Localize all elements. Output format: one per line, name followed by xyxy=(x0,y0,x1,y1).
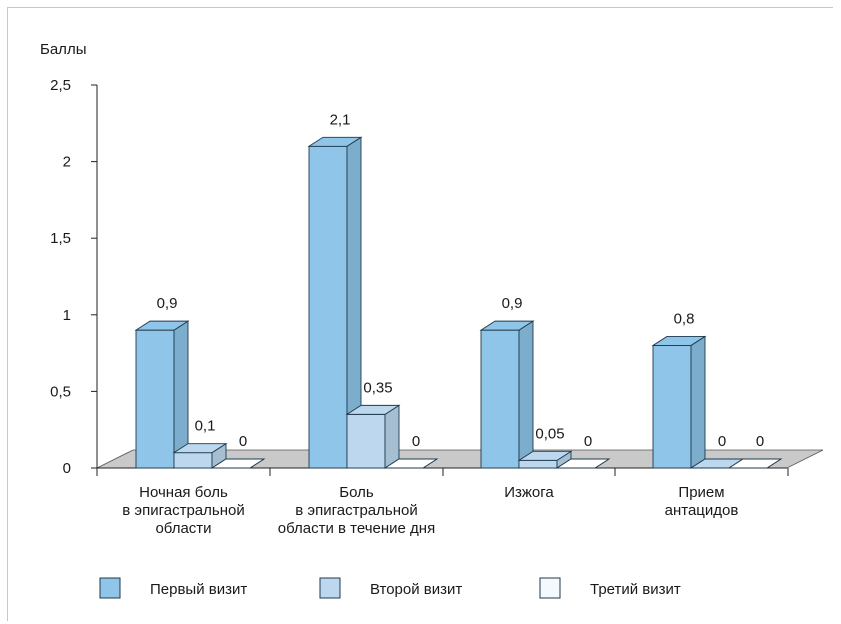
y-tick-label: 1,5 xyxy=(50,230,71,247)
x-tick-label: Боль в эпигастральной области в течение дн… xyxy=(278,484,435,537)
y-axis-label: Баллы xyxy=(40,41,86,58)
bar-front xyxy=(652,344,692,469)
x-tick-label-line: Ночная боль xyxy=(139,484,228,501)
legend-item: Третий визит xyxy=(539,577,681,599)
x-tick-label-line: Изжога xyxy=(504,484,554,501)
data-label: 0,35 xyxy=(363,379,392,396)
x-tick-label: Ночная боль в эпигастральной области xyxy=(122,484,244,537)
y-tick-label: 2 xyxy=(63,154,71,171)
bar xyxy=(383,458,439,469)
bar-top xyxy=(345,404,401,415)
data-label: 0,9 xyxy=(502,295,523,312)
bar xyxy=(479,320,535,469)
bar-top xyxy=(134,320,190,331)
bar-top xyxy=(479,320,535,331)
bar-front xyxy=(173,452,213,469)
legend-label: Первый визит xyxy=(150,581,247,598)
x-tick-label-line: Прием xyxy=(678,484,724,501)
legend-label: Второй визит xyxy=(370,581,462,598)
bar xyxy=(134,320,190,469)
bar xyxy=(210,458,266,469)
legend-swatch xyxy=(539,577,561,599)
x-tick-label-line: в эпигастральной xyxy=(122,502,244,519)
data-label: 0 xyxy=(718,433,726,450)
data-label: 2,1 xyxy=(330,111,351,128)
bar-front xyxy=(308,145,348,469)
bar-top xyxy=(383,458,439,469)
bar-top xyxy=(517,450,573,461)
bar xyxy=(307,136,363,469)
bar-side xyxy=(690,335,706,469)
data-label: 0 xyxy=(239,433,247,450)
y-tick-label: 0 xyxy=(63,460,71,477)
x-tick-label-line: в эпигастральной xyxy=(295,502,417,519)
bar xyxy=(172,442,228,469)
x-tick-label-line: антацидов xyxy=(665,502,739,519)
legend-label: Третий визит xyxy=(590,581,681,598)
bar-top xyxy=(651,335,707,346)
bar-top xyxy=(727,458,783,469)
bar-top xyxy=(555,458,611,469)
x-tick-label-line: Боль xyxy=(339,484,374,501)
chart-frame xyxy=(7,7,833,621)
y-tick-label: 2,5 xyxy=(50,77,71,94)
bar-side xyxy=(384,404,400,469)
data-label: 0,9 xyxy=(157,295,178,312)
bar-front xyxy=(135,329,175,469)
bar-side xyxy=(518,320,534,469)
data-label: 0 xyxy=(756,433,764,450)
bar-top xyxy=(210,458,266,469)
bar xyxy=(517,450,573,469)
bar-front xyxy=(480,329,520,469)
data-label: 0,8 xyxy=(674,310,695,327)
bar-top xyxy=(307,136,363,147)
bar xyxy=(345,404,401,469)
x-tick-label: Изжога xyxy=(504,484,554,501)
x-tick-label-line: области в течение дня xyxy=(278,520,435,537)
x-tick-label: Прием антацидов xyxy=(665,484,739,519)
data-label: 0 xyxy=(412,433,420,450)
bar-front xyxy=(518,459,558,469)
legend-item: Второй визит xyxy=(319,577,462,599)
data-label: 0,1 xyxy=(195,418,216,435)
y-tick-label: 0,5 xyxy=(50,383,71,400)
bar xyxy=(555,458,611,469)
data-label: 0,05 xyxy=(535,425,564,442)
bar xyxy=(727,458,783,469)
y-tick-label: 1 xyxy=(63,307,71,324)
legend-swatch xyxy=(319,577,341,599)
bar-top xyxy=(172,443,228,454)
bar xyxy=(651,335,707,469)
data-label: 0 xyxy=(584,433,592,450)
bar-front xyxy=(346,413,386,469)
legend-swatch xyxy=(99,577,121,599)
x-tick-label-line: области xyxy=(155,520,211,537)
legend-item: Первый визит xyxy=(99,577,247,599)
